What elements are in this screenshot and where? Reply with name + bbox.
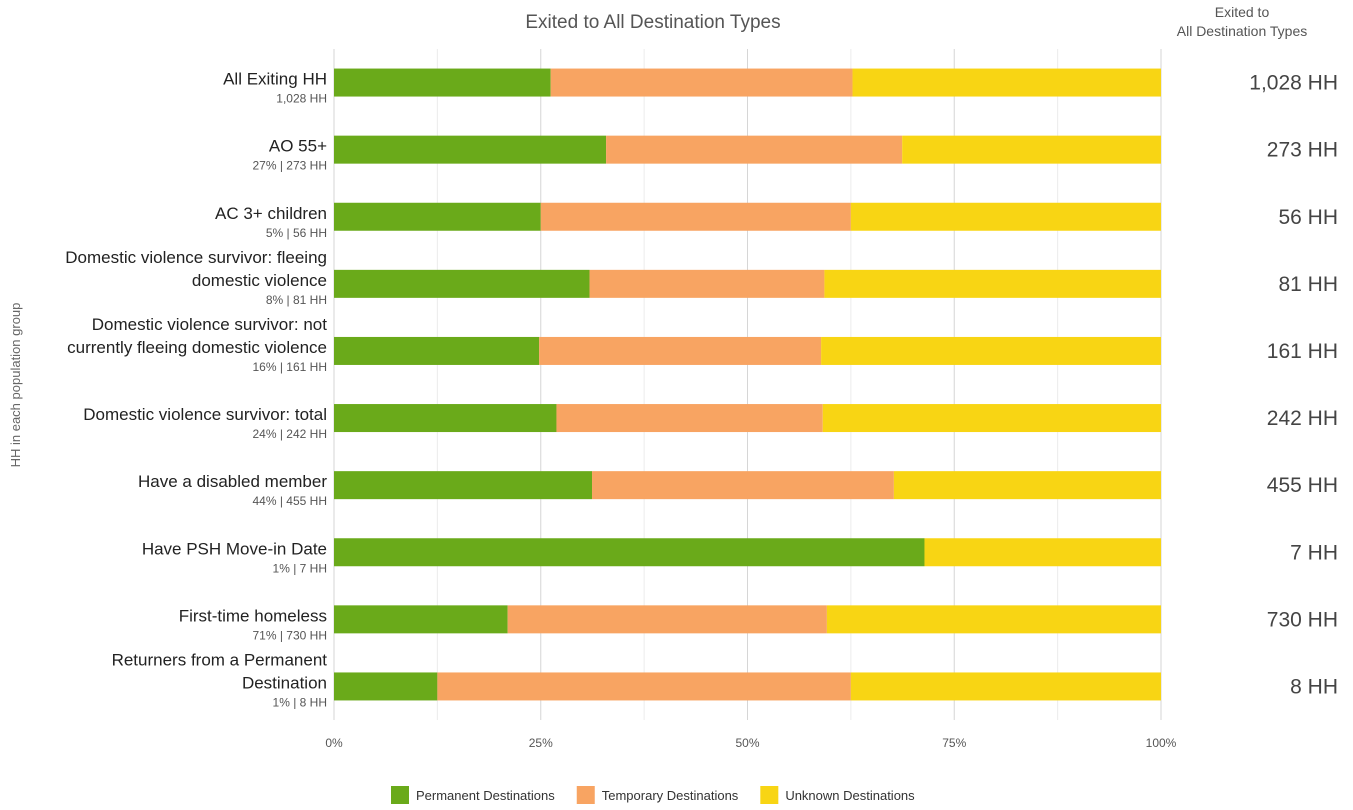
bar-segment-unknown-destinations [850, 202, 1161, 231]
category-sublabel: 1% | 7 HH [273, 561, 327, 575]
bar-segment-permanent-destinations [334, 336, 540, 365]
row-total: 161 HH [1267, 340, 1338, 363]
category-labels: All Exiting HH 1,028 HH AO 55+ 27% | 273 HH… [65, 70, 327, 710]
bar-segment-temporary-destinations [606, 135, 903, 164]
legend-label: Temporary Destinations [602, 788, 739, 803]
bar-segment-unknown-destinations [822, 404, 1161, 433]
x-axis-ticks: 0% 25% 50% 75% 100% [325, 736, 1176, 750]
category-sublabel: 1,028 HH [276, 92, 327, 106]
bar-segment-permanent-destinations [334, 269, 590, 298]
bar-segment-unknown-destinations [893, 471, 1161, 500]
x-tick-label: 75% [942, 736, 966, 750]
category-sublabel: 27% | 273 HH [253, 159, 328, 173]
row-total: 7 HH [1290, 541, 1338, 564]
right-column-header-line-2: All Destination Types [1177, 23, 1307, 39]
x-tick-label: 100% [1146, 736, 1177, 750]
bar-segment-temporary-destinations [592, 471, 894, 500]
bar-segment-unknown-destinations [902, 135, 1161, 164]
bar-segment-unknown-destinations [852, 68, 1161, 97]
bar-segment-temporary-destinations [589, 269, 825, 298]
bar-segment-temporary-destinations [507, 605, 827, 634]
legend-swatch [760, 786, 779, 804]
category-sublabel: 8% | 81 HH [266, 293, 327, 307]
bar-segment-unknown-destinations [826, 605, 1161, 634]
category-sublabel: 16% | 161 HH [253, 360, 328, 374]
bar-segment-unknown-destinations [850, 672, 1161, 701]
category-label: Destination [242, 673, 327, 692]
legend-swatch [576, 786, 595, 804]
bar-segment-permanent-destinations [334, 202, 541, 231]
category-label: AO 55+ [269, 137, 327, 156]
category-label: domestic violence [192, 271, 327, 290]
category-label: Have PSH Move-in Date [142, 539, 327, 558]
row-total: 242 HH [1267, 407, 1338, 430]
legend-label: Unknown Destinations [785, 788, 915, 803]
row-total: 8 HH [1290, 675, 1338, 698]
category-label: Have a disabled member [138, 472, 327, 491]
category-label: Domestic violence survivor: fleeing [65, 248, 327, 267]
category-label: Returners from a Permanent [112, 650, 328, 669]
y-axis-label: HH in each population group [8, 303, 23, 468]
row-total: 455 HH [1267, 474, 1338, 497]
chart-title: Exited to All Destination Types [525, 12, 780, 33]
x-tick-label: 0% [325, 736, 343, 750]
bar-segment-permanent-destinations [334, 538, 925, 567]
category-label: Domestic violence survivor: total [83, 405, 327, 424]
category-sublabel: 5% | 56 HH [266, 226, 327, 240]
bars [334, 68, 1161, 701]
row-total: 81 HH [1278, 273, 1338, 296]
bar-segment-unknown-destinations [821, 336, 1161, 365]
row-total: 730 HH [1267, 608, 1338, 631]
bar-segment-permanent-destinations [334, 135, 607, 164]
right-column-header-line-1: Exited to [1215, 4, 1270, 20]
legend-swatch [391, 786, 409, 804]
row-total: 1,028 HH [1249, 72, 1338, 95]
bar-segment-temporary-destinations [556, 404, 823, 433]
category-sublabel: 71% | 730 HH [253, 628, 328, 642]
bar-segment-permanent-destinations [334, 68, 551, 97]
legend-label: Permanent Destinations [416, 788, 555, 803]
category-label: First-time homeless [179, 606, 327, 625]
bar-segment-unknown-destinations [924, 538, 1161, 567]
bar-segment-permanent-destinations [334, 605, 508, 634]
bar-segment-temporary-destinations [540, 202, 851, 231]
row-total: 273 HH [1267, 139, 1338, 162]
category-sublabel: 1% | 8 HH [273, 695, 327, 709]
category-sublabel: 24% | 242 HH [253, 427, 328, 441]
bar-segment-permanent-destinations [334, 471, 593, 500]
x-tick-label: 50% [735, 736, 759, 750]
bar-segment-unknown-destinations [824, 269, 1161, 298]
bar-segment-permanent-destinations [334, 672, 438, 701]
bar-segment-temporary-destinations [437, 672, 851, 701]
x-tick-label: 25% [529, 736, 553, 750]
category-sublabel: 44% | 455 HH [253, 494, 328, 508]
legend: Permanent Destinations Temporary Destinat… [391, 786, 915, 804]
category-label: Domestic violence survivor: not [92, 315, 328, 334]
row-total: 56 HH [1278, 206, 1338, 229]
category-label: All Exiting HH [223, 70, 327, 89]
category-label: currently fleeing domestic violence [67, 338, 327, 357]
bar-segment-temporary-destinations [550, 68, 853, 97]
row-totals: 1,028 HH 273 HH 56 HH 81 HH 161 HH 242 HH 455 … [1249, 72, 1338, 699]
bar-segment-temporary-destinations [539, 336, 822, 365]
bar-segment-permanent-destinations [334, 404, 557, 433]
category-label: AC 3+ children [215, 204, 327, 223]
